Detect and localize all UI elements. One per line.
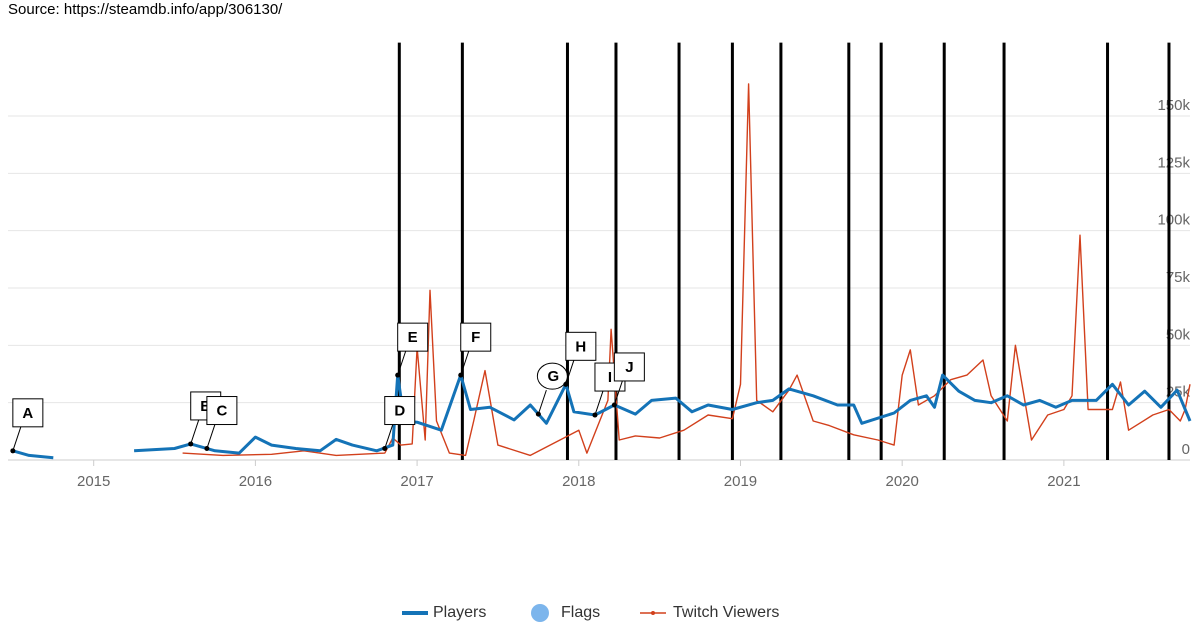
annotation-label: A (22, 405, 33, 422)
y-tick-label: 100k (1157, 212, 1190, 229)
annotation-connector (613, 380, 623, 406)
x-tick-label: 2018 (562, 473, 595, 490)
y-tick-label: 50k (1166, 326, 1191, 343)
annotation-box (613, 352, 645, 382)
annotation-connector (384, 424, 394, 449)
annotation-label: H (575, 338, 586, 355)
annotation-connector (206, 424, 216, 449)
x-tick-label: 2017 (400, 473, 433, 490)
annotation-label: I (608, 369, 612, 386)
legend-label: Twitch Viewers (673, 604, 779, 621)
y-tick-label: 0 (1182, 441, 1190, 458)
annotation-label: J (625, 359, 633, 376)
y-tick-label: 125k (1157, 154, 1190, 171)
x-tick-label: 2020 (885, 473, 918, 490)
annotation-label: G (548, 368, 560, 385)
annotation-point (204, 446, 210, 452)
annotation-box (565, 331, 597, 361)
annotation-connector (190, 419, 200, 445)
y-tick-label: 75k (1166, 269, 1191, 286)
legend-swatch (531, 604, 549, 622)
annotation-point (458, 372, 464, 378)
annotation-label: F (471, 329, 480, 346)
annotation-point (535, 411, 541, 417)
x-tick-label: 2021 (1047, 473, 1080, 490)
annotation-label: D (394, 403, 405, 420)
annotation-point (395, 372, 401, 378)
annotation-connector (594, 390, 604, 416)
annotation-point (611, 402, 617, 408)
annotation-point (592, 412, 598, 418)
annotation-point (188, 441, 194, 447)
legend-label: Players (433, 604, 486, 621)
annotation-box (12, 398, 44, 428)
annotation-box (460, 322, 492, 352)
annotation-point (10, 448, 16, 454)
legend-label: Flags (561, 604, 600, 621)
annotation-connector (460, 350, 470, 376)
x-tick-label: 2019 (724, 473, 757, 490)
annotation-label: C (216, 403, 227, 420)
annotation-connector (565, 360, 575, 385)
x-tick-label: 2016 (239, 473, 272, 490)
annotation-point (563, 381, 569, 387)
annotation-label: E (408, 329, 418, 346)
legend-swatch (651, 611, 655, 615)
x-tick-label: 2015 (77, 473, 110, 490)
annotation-point (382, 446, 388, 452)
y-tick-label: 150k (1157, 97, 1190, 114)
annotation-connector (12, 426, 22, 451)
annotation-box (397, 322, 429, 352)
annotation-box (536, 362, 568, 390)
annotation-box (206, 396, 238, 426)
annotation-connector (537, 389, 547, 415)
annotation-label: B (200, 398, 211, 415)
chart-title: Source: https://steamdb.info/app/306130/ (8, 1, 283, 18)
annotation-connector (397, 350, 407, 376)
series-line (12, 373, 1192, 460)
annotation-box (384, 396, 416, 426)
